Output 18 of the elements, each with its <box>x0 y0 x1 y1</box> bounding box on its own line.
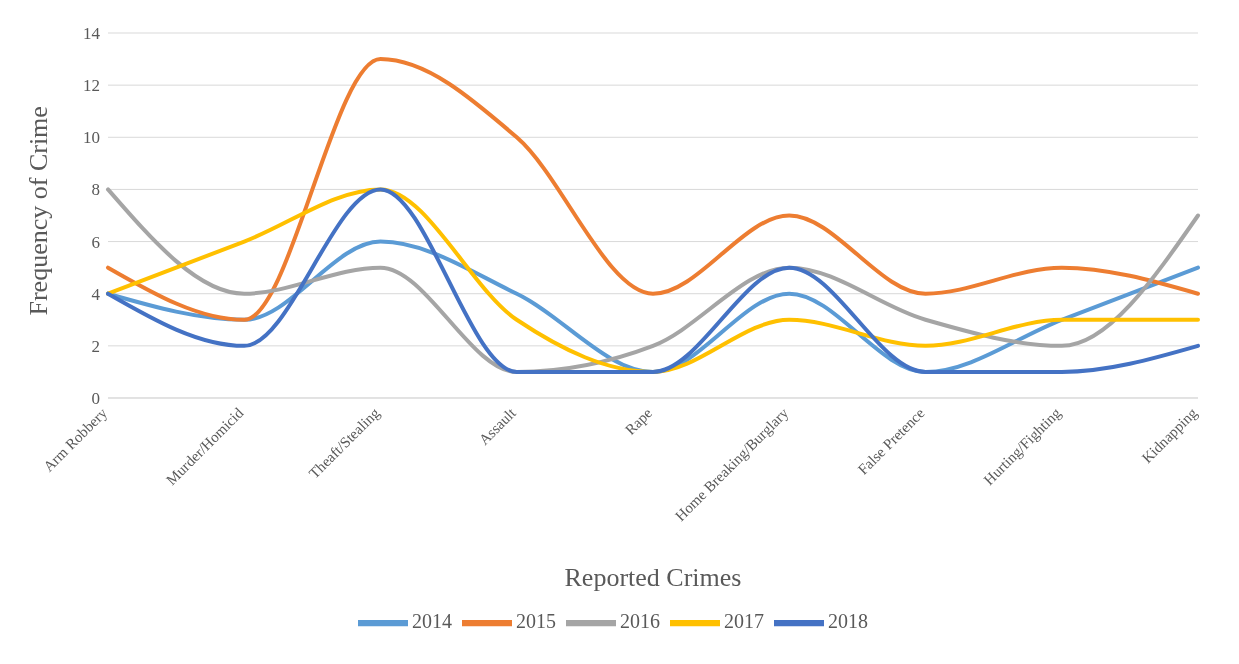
x-axis-title: Reported Crimes <box>564 563 742 592</box>
y-axis-title: Frequency of Crime <box>24 106 54 316</box>
y-tick-label: 4 <box>91 284 101 304</box>
legend-label: 2016 <box>620 609 660 632</box>
legend-label: 2015 <box>516 609 556 632</box>
line-series <box>106 187 1200 374</box>
y-tick-label: 0 <box>91 389 100 409</box>
y-tick-label: 12 <box>83 76 100 96</box>
legend-label: 2018 <box>828 609 868 632</box>
legend-label: 2014 <box>412 609 452 632</box>
legend-label: 2017 <box>724 609 764 632</box>
line-series <box>106 57 1200 322</box>
y-tick-label: 6 <box>91 232 100 252</box>
x-tick-label: Rape <box>622 404 656 438</box>
y-tick-label: 8 <box>91 180 100 200</box>
y-tick-label: 2 <box>91 336 100 356</box>
y-tick-label: 10 <box>83 128 100 148</box>
y-tick-label: 14 <box>83 24 101 44</box>
